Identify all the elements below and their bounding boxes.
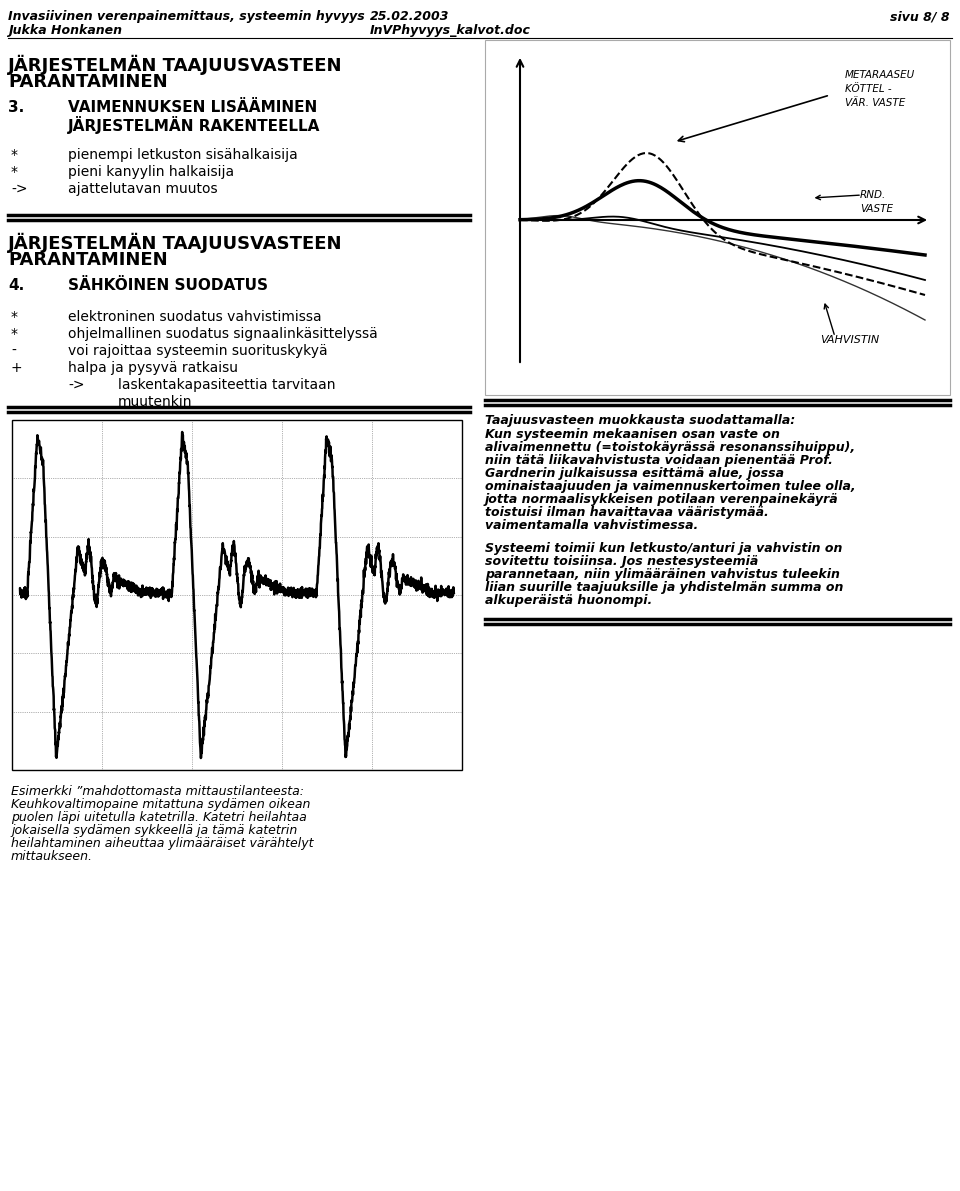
Text: 25.02.2003: 25.02.2003 (370, 10, 449, 23)
Text: Jukka Honkanen: Jukka Honkanen (8, 24, 122, 37)
Text: jotta normaalisykkeisen potilaan verenpainekäyrä: jotta normaalisykkeisen potilaan verenpa… (485, 493, 839, 506)
Text: pienempi letkuston sisähalkaisija: pienempi letkuston sisähalkaisija (68, 148, 298, 162)
Text: liian suurille taajuuksille ja yhdistelmän summa on: liian suurille taajuuksille ja yhdistelm… (485, 581, 844, 594)
Text: KÖTTEL -: KÖTTEL - (845, 85, 892, 94)
Text: Kun systeemin mekaanisen osan vaste on: Kun systeemin mekaanisen osan vaste on (485, 428, 780, 441)
Text: *: * (11, 148, 18, 162)
Text: ohjelmallinen suodatus signaalinkäsittelyssä: ohjelmallinen suodatus signaalinkäsittel… (68, 328, 377, 341)
Text: alkuperäistä huonompi.: alkuperäistä huonompi. (485, 594, 652, 607)
Bar (485, 40, 950, 395)
Text: niin tätä liikavahvistusta voidaan pienentää Prof.: niin tätä liikavahvistusta voidaan piene… (485, 454, 833, 467)
Text: heilahtaminen aiheuttaa ylimääräiset värähtelyt: heilahtaminen aiheuttaa ylimääräiset vär… (11, 837, 314, 850)
Text: sivu 8/ 8: sivu 8/ 8 (890, 10, 950, 23)
Text: JÄRJESTELMÄN TAAJUUSVASTEEN: JÄRJESTELMÄN TAAJUUSVASTEEN (8, 233, 343, 254)
Text: Esimerkki ”mahdottomasta mittaustilanteesta:: Esimerkki ”mahdottomasta mittaustilantee… (11, 785, 304, 798)
Text: VÄR. VASTE: VÄR. VASTE (845, 98, 905, 108)
Text: ->: -> (11, 182, 28, 197)
Text: puolen läpi uitetulla katetrilla. Katetri heilahtaa: puolen läpi uitetulla katetrilla. Katetr… (11, 811, 307, 824)
Text: Keuhkovaltimopaine mitattuna sydämen oikean: Keuhkovaltimopaine mitattuna sydämen oik… (11, 798, 310, 811)
Text: RND.: RND. (860, 191, 886, 200)
Text: jokaisella sydämen sykkeellä ja tämä katetrin: jokaisella sydämen sykkeellä ja tämä kat… (11, 824, 298, 837)
Text: 3.: 3. (8, 100, 24, 116)
Text: Taajuusvasteen muokkausta suodattamalla:: Taajuusvasteen muokkausta suodattamalla: (485, 414, 795, 428)
Text: ->: -> (68, 378, 84, 392)
Text: Gardnerin julkaisussa esittämä alue, jossa: Gardnerin julkaisussa esittämä alue, jos… (485, 467, 784, 480)
Text: ominaistaajuuden ja vaimennuskertoimen tulee olla,: ominaistaajuuden ja vaimennuskertoimen t… (485, 480, 855, 493)
Bar (12, 420, 462, 771)
Text: 4.: 4. (8, 278, 24, 293)
Text: JÄRJESTELMÄN TAAJUUSVASTEEN: JÄRJESTELMÄN TAAJUUSVASTEEN (8, 55, 343, 75)
Text: vaimentamalla vahvistimessa.: vaimentamalla vahvistimessa. (485, 519, 698, 532)
Text: elektroninen suodatus vahvistimissa: elektroninen suodatus vahvistimissa (68, 310, 322, 324)
Text: VAHVISTIN: VAHVISTIN (820, 335, 879, 345)
Text: parannetaan, niin ylimääräinen vahvistus tuleekin: parannetaan, niin ylimääräinen vahvistus… (485, 568, 840, 581)
Text: VAIMENNUKSEN LISÄÄMINEN: VAIMENNUKSEN LISÄÄMINEN (68, 100, 317, 116)
Text: SÄHKÖINEN SUODATUS: SÄHKÖINEN SUODATUS (68, 278, 268, 293)
Text: *: * (11, 328, 18, 341)
Text: PARANTAMINEN: PARANTAMINEN (8, 73, 168, 91)
Text: laskentakapasiteettia tarvitaan: laskentakapasiteettia tarvitaan (118, 378, 335, 392)
Text: VASTE: VASTE (860, 204, 893, 214)
Text: +: + (11, 361, 23, 375)
Text: ajattelutavan muutos: ajattelutavan muutos (68, 182, 218, 197)
Text: JÄRJESTELMÄN RAKENTEELLA: JÄRJESTELMÄN RAKENTEELLA (68, 116, 321, 135)
Text: *: * (11, 310, 18, 324)
Text: PARANTAMINEN: PARANTAMINEN (8, 251, 168, 269)
Text: sovitettu toisiinsa. Jos nestesysteemiä: sovitettu toisiinsa. Jos nestesysteemiä (485, 555, 758, 568)
Text: -: - (11, 344, 16, 358)
Text: InVPhyvyys_kalvot.doc: InVPhyvyys_kalvot.doc (370, 24, 531, 37)
Text: pieni kanyylin halkaisija: pieni kanyylin halkaisija (68, 166, 234, 179)
Text: voi rajoittaa systeemin suorituskykyä: voi rajoittaa systeemin suorituskykyä (68, 344, 327, 358)
Text: *: * (11, 166, 18, 179)
Text: Invasiivinen verenpainemittaus, systeemin hyvyys: Invasiivinen verenpainemittaus, systeemi… (8, 10, 365, 23)
Text: toistuisi ilman havaittavaa vääristymää.: toistuisi ilman havaittavaa vääristymää. (485, 506, 769, 519)
Text: alivaimennettu (=toistokäyrässä resonanssihuippu),: alivaimennettu (=toistokäyrässä resonans… (485, 441, 855, 454)
Text: muutenkin: muutenkin (118, 395, 193, 409)
Text: Systeemi toimii kun letkusto/anturi ja vahvistin on: Systeemi toimii kun letkusto/anturi ja v… (485, 542, 842, 555)
Text: mittaukseen.: mittaukseen. (11, 850, 93, 863)
Text: METARAASEU: METARAASEU (845, 70, 915, 80)
Text: halpa ja pysyvä ratkaisu: halpa ja pysyvä ratkaisu (68, 361, 238, 375)
